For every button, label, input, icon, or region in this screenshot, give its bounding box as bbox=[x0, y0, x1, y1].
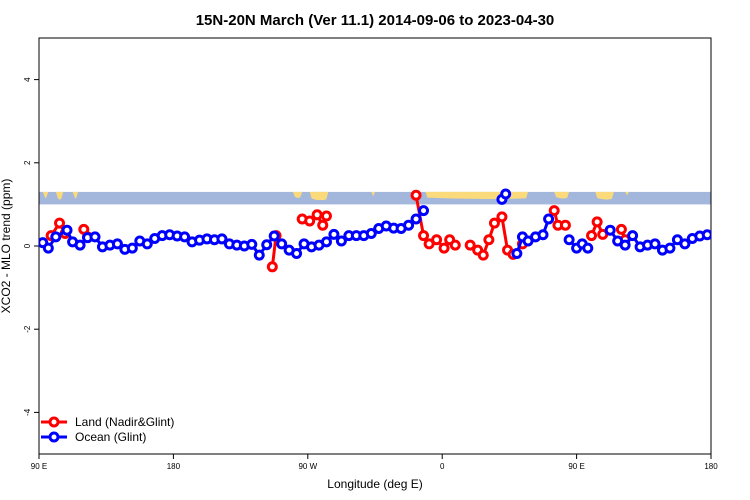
data-point bbox=[141, 238, 153, 250]
data-point bbox=[500, 188, 512, 200]
data-point bbox=[664, 242, 676, 254]
data-point bbox=[701, 229, 711, 241]
land-patch bbox=[425, 191, 529, 200]
series-ocean bbox=[39, 188, 711, 261]
data-point bbox=[477, 249, 489, 261]
data-point bbox=[261, 239, 273, 251]
land-patch bbox=[55, 191, 64, 200]
x-axis-label: Longitude (deg E) bbox=[327, 477, 422, 491]
data-point bbox=[543, 213, 555, 225]
data-point bbox=[586, 230, 598, 242]
data-point bbox=[496, 211, 508, 223]
data-point bbox=[548, 205, 560, 217]
data-point bbox=[365, 228, 377, 240]
series-land bbox=[45, 189, 631, 273]
legend-land-marker bbox=[48, 416, 60, 428]
data-point bbox=[320, 236, 332, 248]
data-point bbox=[627, 230, 639, 242]
data-point bbox=[42, 242, 54, 254]
data-point bbox=[488, 217, 500, 229]
data-point bbox=[604, 224, 616, 236]
data-point bbox=[582, 242, 594, 254]
data-point bbox=[74, 239, 86, 251]
land-patch bbox=[554, 191, 570, 199]
data-point bbox=[266, 261, 278, 273]
land-patch bbox=[371, 191, 375, 198]
data-point bbox=[418, 230, 430, 242]
y-axis-label: XCO2 - MLO trend (ppm) bbox=[0, 179, 13, 314]
data-point bbox=[328, 228, 340, 240]
x-tick-label: 90 W bbox=[298, 462, 317, 471]
data-point bbox=[111, 238, 123, 250]
land-patch bbox=[625, 191, 629, 197]
data-point bbox=[317, 219, 329, 231]
legend-ocean-label: Ocean (Glint) bbox=[75, 430, 146, 444]
land-patch bbox=[72, 191, 79, 199]
data-point bbox=[619, 239, 631, 251]
x-axis: 90 E 180 90 W 0 90 E 180 bbox=[31, 454, 718, 471]
data-point bbox=[54, 217, 66, 229]
data-point bbox=[559, 219, 571, 231]
legend-ocean-marker bbox=[48, 431, 60, 443]
data-point bbox=[61, 224, 73, 236]
y-axis: -4 -2 0 2 4 bbox=[23, 77, 39, 416]
data-point bbox=[304, 215, 316, 227]
data-point bbox=[431, 234, 443, 246]
data-point bbox=[511, 247, 523, 259]
data-point bbox=[449, 239, 461, 251]
land-patch bbox=[292, 191, 303, 198]
data-point bbox=[649, 238, 661, 250]
data-point bbox=[216, 233, 228, 245]
y-tick-label: 4 bbox=[23, 77, 32, 82]
data-point bbox=[410, 213, 422, 225]
x-tick-label: 90 E bbox=[31, 462, 47, 471]
y-tick-label: 0 bbox=[23, 243, 32, 248]
chart-title: 15N-20N March (Ver 11.1) 2014-09-06 to 2… bbox=[196, 12, 555, 29]
x-tick-label: 0 bbox=[440, 462, 445, 471]
x-tick-label: 180 bbox=[167, 462, 181, 471]
data-point bbox=[615, 223, 627, 235]
ocean-band bbox=[39, 191, 711, 205]
data-point bbox=[89, 231, 101, 243]
land-patch bbox=[309, 191, 329, 201]
data-point bbox=[268, 230, 280, 242]
data-point bbox=[418, 205, 430, 217]
data-point bbox=[403, 219, 415, 231]
data-point bbox=[320, 210, 332, 222]
data-point bbox=[50, 231, 62, 243]
data-point bbox=[179, 231, 191, 243]
series-layer bbox=[39, 188, 711, 273]
data-point bbox=[410, 189, 422, 201]
world-map-strip bbox=[39, 191, 711, 205]
land-patch bbox=[595, 191, 614, 200]
data-point bbox=[246, 238, 258, 250]
legend: Land (Nadir&Glint) Ocean (Glint) bbox=[41, 415, 174, 444]
data-point bbox=[464, 239, 476, 251]
y-tick-label: -4 bbox=[23, 408, 32, 416]
data-point bbox=[276, 238, 288, 250]
x-tick-label: 90 E bbox=[568, 462, 584, 471]
data-point bbox=[291, 247, 303, 259]
data-point bbox=[438, 242, 450, 254]
data-point bbox=[335, 235, 347, 247]
y-tick-label: 2 bbox=[23, 160, 32, 165]
data-point bbox=[311, 209, 323, 221]
y-tick-label: -2 bbox=[23, 325, 32, 333]
data-point bbox=[483, 234, 495, 246]
data-point bbox=[537, 229, 549, 241]
x-tick-label: 180 bbox=[704, 462, 718, 471]
data-point bbox=[679, 238, 691, 250]
data-point bbox=[126, 242, 138, 254]
legend-land-label: Land (Nadir&Glint) bbox=[75, 415, 174, 429]
data-point bbox=[591, 216, 603, 228]
land-patch bbox=[42, 191, 49, 198]
data-point bbox=[253, 249, 265, 261]
data-point bbox=[563, 234, 575, 246]
